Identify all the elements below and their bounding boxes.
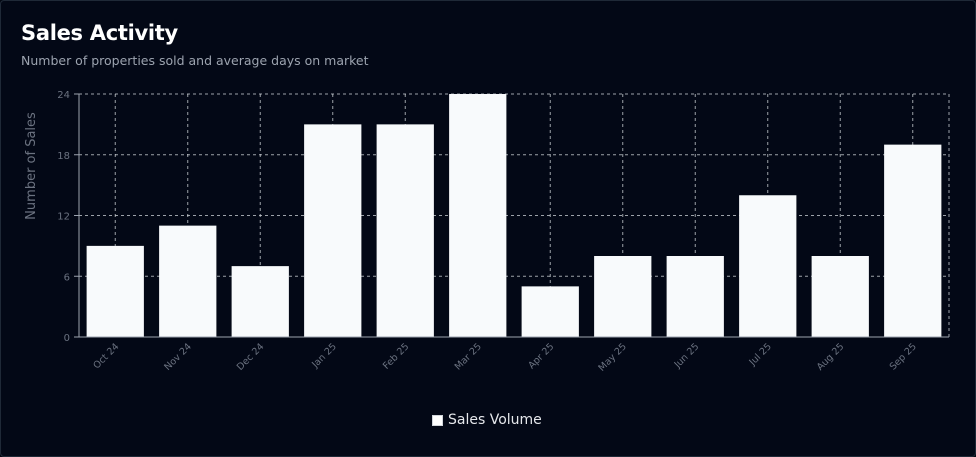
bar[interactable] — [884, 144, 942, 337]
y-tick-label: 18 — [57, 151, 70, 162]
legend-label: Sales Volume — [448, 412, 542, 428]
y-tick-label: 12 — [57, 212, 70, 223]
bar[interactable] — [304, 124, 362, 337]
x-tick-label: May 25 — [597, 341, 629, 373]
x-tick-label: Oct 24 — [91, 341, 121, 371]
axes — [74, 93, 949, 338]
bars — [86, 94, 942, 337]
x-tick-labels: Oct 24 Nov 24 Dec 24 Jan 25 Feb 25 Mar 25 Apr … — [91, 341, 919, 373]
bar[interactable] — [739, 195, 797, 337]
y-tick-label: 24 — [57, 90, 70, 101]
bar[interactable] — [86, 245, 144, 337]
x-tick-label: Feb 25 — [381, 341, 411, 371]
legend[interactable]: Sales Volume — [432, 412, 542, 428]
x-tick-label: Nov 24 — [162, 341, 194, 373]
bar[interactable] — [159, 225, 217, 337]
bar[interactable] — [449, 94, 507, 337]
chart-title: Sales Activity — [21, 21, 178, 45]
x-tick-label: Jun 25 — [672, 341, 702, 371]
x-tick-label: Dec 24 — [235, 341, 266, 372]
bar[interactable] — [666, 256, 724, 337]
x-tick-label: Aug 25 — [815, 341, 847, 373]
bar[interactable] — [521, 286, 579, 337]
chart-subtitle: Number of properties sold and average da… — [21, 53, 369, 68]
y-tick-label: 0 — [64, 333, 70, 344]
bar[interactable] — [231, 266, 289, 337]
x-tick-label: Jan 25 — [309, 341, 339, 371]
legend-swatch — [432, 414, 443, 426]
bar[interactable] — [376, 124, 434, 337]
y-tick-labels: 0 6 12 18 24 — [57, 90, 70, 344]
x-tick-label: Apr 25 — [526, 341, 556, 371]
y-axis-label: Number of Sales — [24, 112, 39, 220]
bar[interactable] — [594, 256, 652, 337]
x-tick-label: Sep 25 — [888, 341, 919, 372]
x-tick-label: Mar 25 — [453, 341, 484, 372]
y-tick-label: 6 — [64, 272, 70, 283]
x-tick-label: Jul 25 — [747, 341, 774, 368]
bar[interactable] — [811, 256, 869, 337]
